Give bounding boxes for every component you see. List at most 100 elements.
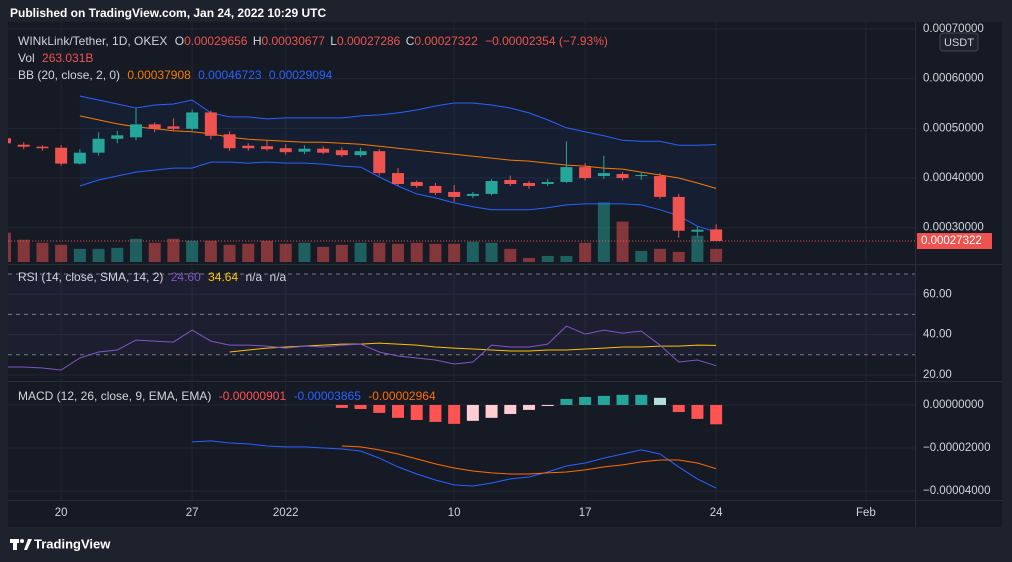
histogram-bar <box>672 404 685 413</box>
histogram-bar <box>616 394 629 405</box>
candle-body <box>485 181 498 194</box>
footer <box>0 527 1012 562</box>
last-price-label: 0.00027322 <box>921 235 982 247</box>
rsi-value: 24.60 <box>171 270 201 284</box>
volume-bar <box>448 243 461 262</box>
histogram-bar <box>429 404 442 422</box>
volume-bar <box>130 238 142 262</box>
volume-bar <box>111 247 124 262</box>
histogram-bar <box>354 404 367 410</box>
candle-body <box>111 135 124 139</box>
currency-button[interactable] <box>939 32 979 52</box>
published-note: Published on TradingView.com, Jan 24, 20… <box>10 6 326 20</box>
histogram-bar <box>541 404 554 407</box>
histogram-bar <box>373 404 386 413</box>
price-pane <box>8 22 915 262</box>
candle-body <box>17 144 30 147</box>
macd-title: MACD (12, 26, close, 9, EMA, EMA) <box>18 389 211 403</box>
candle-body <box>579 167 592 179</box>
volume-bar <box>223 244 236 262</box>
candle-body <box>130 124 142 138</box>
last-price-tag <box>917 233 992 250</box>
histogram-bar <box>448 404 461 424</box>
histogram-bar <box>335 404 348 408</box>
rsi-line <box>8 325 717 371</box>
volume-bar <box>710 248 723 262</box>
volume-bar <box>523 257 535 262</box>
bb-value: 0.00037908 <box>127 68 191 82</box>
candle-body <box>448 191 461 197</box>
y-tick-label: 0.00060000 <box>923 73 984 85</box>
volume-bar <box>579 242 592 262</box>
bb-line <box>79 115 717 189</box>
axes: 20 27 2022 10 17 24 Feb 0.00070000 0.00060000 0.0… <box>55 23 992 519</box>
histogram-bar <box>579 396 592 405</box>
y-tick-label: 40.00 <box>923 329 952 341</box>
volume-bar <box>691 235 704 262</box>
rsi-line <box>229 342 717 353</box>
bb-value: 0.00029094 <box>269 68 333 82</box>
rsi-pane <box>8 266 915 380</box>
bb-line <box>79 161 717 233</box>
volume-bar <box>167 238 180 262</box>
na-label: n/a <box>270 270 287 284</box>
histogram-bar <box>485 404 498 418</box>
histogram-bar <box>654 397 666 405</box>
volume-bar <box>485 242 498 262</box>
ohlc-label: O <box>175 34 184 48</box>
candle-body <box>429 185 442 193</box>
x-tick-label: 2022 <box>273 507 299 519</box>
rsi-sma-value: 34.64 <box>208 270 238 284</box>
candle-body <box>691 229 704 232</box>
candle-body <box>616 174 629 179</box>
volume-bar <box>8 232 11 262</box>
candle-body <box>204 112 217 136</box>
symbol-title: WINkLink/Tether, 1D, OKEX <box>18 34 167 48</box>
x-tick-label: 10 <box>448 507 461 519</box>
x-tick-label: 24 <box>710 507 723 519</box>
logo-shape <box>20 539 24 543</box>
logo-shape <box>24 539 32 550</box>
volume-bar <box>654 248 666 262</box>
macd-value: -0.00003865 <box>293 389 361 403</box>
volume-bar <box>92 248 105 262</box>
signal-value: -0.00002964 <box>368 389 436 403</box>
rsi-legend: RSI (14, close, SMA, 14, 2) 24.60 34.64 … <box>18 270 287 284</box>
candle-body <box>36 146 49 149</box>
candle-body <box>672 196 685 231</box>
candle-body <box>279 148 292 153</box>
volume-bar <box>73 248 86 262</box>
x-tick-label: 17 <box>579 507 592 519</box>
y-tick-label: 0.00000000 <box>923 399 984 411</box>
volume-bar <box>616 221 629 262</box>
histogram-bar <box>504 404 517 414</box>
candle-body <box>55 147 68 164</box>
y-tick-label: −0.00002000 <box>923 442 990 454</box>
histogram-bar <box>523 404 535 410</box>
price-legend: WINkLink/Tether, 1D, OKEX O0.00029656 H0… <box>18 34 608 48</box>
histogram-bar <box>560 398 573 405</box>
candle-body <box>186 112 199 129</box>
logo-text: TradingView <box>34 536 111 551</box>
candle-body <box>92 138 105 153</box>
macd-line <box>192 440 717 489</box>
y-tick-label: 20.00 <box>923 369 952 381</box>
candle-body <box>654 176 666 197</box>
y-tick-label: 0.00050000 <box>923 122 984 134</box>
volume-bar <box>148 242 161 262</box>
volume-legend: Vol 263.031B <box>18 51 93 65</box>
candle-body <box>73 152 86 164</box>
currency-label[interactable]: USDT <box>944 37 974 49</box>
rsi-title: RSI (14, close, SMA, 14, 2) <box>18 270 163 284</box>
histogram-bar <box>410 404 423 420</box>
close-value: 0.00027322 <box>414 34 478 48</box>
y-tick-label: −0.00004000 <box>923 485 990 497</box>
volume-bar <box>55 244 68 262</box>
bb-legend: BB (20, close, 2, 0) 0.00037908 0.000467… <box>18 68 333 82</box>
y-tick-label: 0.00040000 <box>923 172 984 184</box>
candle-body <box>354 151 367 156</box>
candle-body <box>148 124 161 129</box>
candle-body <box>523 182 535 186</box>
histogram-bar <box>597 395 610 405</box>
